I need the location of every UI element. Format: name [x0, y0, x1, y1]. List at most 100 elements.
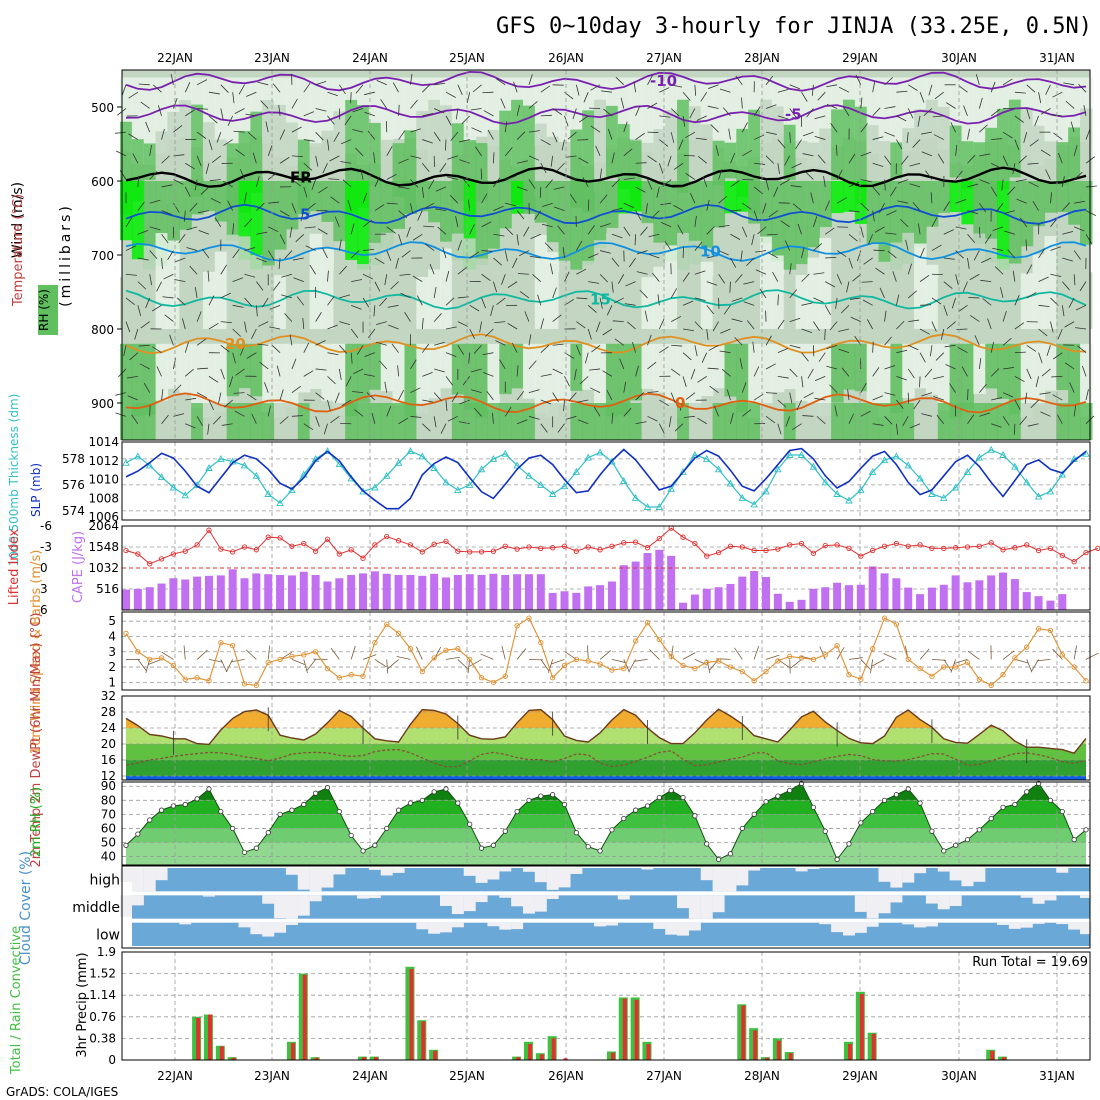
rh-shade-cell [724, 181, 737, 214]
rh-shade-cell [985, 403, 998, 440]
thickness-point [750, 500, 758, 508]
rh-shade-cell [771, 343, 785, 393]
wind-barb [623, 148, 633, 157]
wind-barb [923, 108, 933, 117]
wind-barb [364, 373, 375, 377]
wind-barb [196, 416, 203, 427]
wind-barb [467, 199, 471, 211]
precip-convective-bar [859, 994, 864, 1060]
wind-barb [930, 192, 933, 204]
rh-shade-cell [511, 403, 524, 440]
wind-barb [866, 319, 874, 330]
wind-barb [931, 321, 937, 332]
wind-barb [256, 202, 265, 211]
cloud-cover-cell [440, 922, 452, 933]
rh-shade-cell [285, 343, 299, 408]
wind-barb [695, 137, 707, 140]
wind-barb [552, 392, 559, 403]
cloud-cover-cell [511, 895, 524, 907]
wind10-barb [1031, 659, 1039, 672]
wind-barb [872, 162, 884, 167]
rh-shade-cell [428, 403, 441, 440]
wind-barb [500, 98, 506, 109]
wind-barb [246, 352, 257, 359]
wind-barb [374, 281, 381, 292]
wind-barb [826, 84, 838, 88]
rh-shade-cell [558, 142, 572, 186]
wind-barb [1082, 365, 1087, 377]
wind-barb [123, 345, 127, 357]
wind10-barb [871, 659, 885, 667]
cape-bar [738, 576, 747, 610]
wind-barb [433, 108, 445, 114]
cloud-cover-cell [878, 895, 891, 914]
thickness-label: 1000-500mb Thickness (dm) [7, 394, 21, 567]
wind10-point [787, 653, 793, 660]
lifted-index-point [241, 544, 248, 550]
lifted-index-point [384, 533, 390, 540]
rh-shade-cell [605, 181, 619, 228]
wind-barb [741, 226, 748, 238]
rh-shade-cell [665, 403, 678, 440]
wind-barb [227, 115, 234, 127]
wind-barb [946, 102, 956, 109]
wind10-point [502, 673, 508, 679]
wind-barb [1068, 297, 1075, 308]
wind-barb [907, 108, 914, 119]
rh-shade-cell [807, 343, 820, 416]
cloud-cover-cell [499, 868, 512, 872]
rh-shade-cell [842, 403, 856, 440]
wind-barb [949, 383, 956, 393]
rh-shade-cell [522, 181, 536, 212]
precip-tick-label: 1.52 [89, 967, 116, 981]
wind-barb [777, 399, 787, 408]
wind-barb [648, 233, 660, 238]
wind10-point [1000, 672, 1006, 678]
wind-barb [516, 105, 520, 116]
cloud-cover-cell [902, 868, 915, 883]
temp-tick-label: 28 [101, 705, 116, 719]
wind-barb [838, 328, 850, 332]
wind-label: Wind (m/s) [10, 182, 26, 258]
thickness-point [1034, 492, 1043, 500]
wind-barb [879, 287, 885, 299]
run-total: Run Total = 19.69 [972, 955, 1088, 970]
wind-barb [221, 423, 233, 426]
wind-barb [765, 75, 774, 86]
wind-barb [836, 274, 842, 285]
rh-shade-cell [997, 108, 1010, 189]
precip-convective-bar [990, 1050, 995, 1060]
wind-barb [541, 223, 553, 228]
wind-barb [811, 84, 814, 96]
wind-barb [220, 368, 225, 380]
wind-barb [185, 109, 195, 117]
wind-barb [429, 263, 435, 275]
wind-barb [753, 210, 759, 222]
rh-shade-cell [594, 99, 607, 193]
wind10-barb [551, 659, 565, 665]
precip-tick-label: 1.14 [89, 988, 116, 1002]
wind-barb [933, 396, 944, 401]
wind-barb [921, 413, 933, 417]
wind-barb [138, 344, 150, 347]
wind-barb [530, 233, 541, 239]
cloud-cover-cell [1080, 922, 1092, 935]
wind-barb [623, 177, 635, 180]
wind-barb [391, 343, 399, 353]
wind10-barb [196, 649, 208, 660]
date-label-top: 24JAN [352, 51, 388, 65]
rh-shade-cell [309, 233, 323, 329]
precip-convective-bar [373, 1057, 378, 1060]
wind-barb [232, 92, 235, 104]
wind-barb [208, 322, 219, 330]
temp-band [126, 744, 1086, 760]
wind-barb [351, 304, 362, 310]
wind-barb [790, 185, 802, 188]
wind-barb [173, 125, 183, 133]
wind-barb [126, 375, 138, 379]
rh-shade-cell [760, 236, 773, 329]
rh-shade-cell [1080, 181, 1093, 245]
wind-barb [471, 127, 482, 133]
wind10-point [455, 646, 461, 652]
cape-bar [560, 591, 569, 610]
